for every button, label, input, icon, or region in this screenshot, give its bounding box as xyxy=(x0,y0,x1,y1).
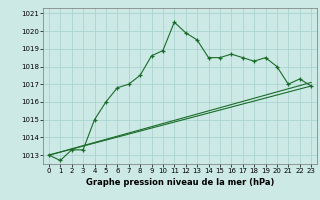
X-axis label: Graphe pression niveau de la mer (hPa): Graphe pression niveau de la mer (hPa) xyxy=(86,178,274,187)
